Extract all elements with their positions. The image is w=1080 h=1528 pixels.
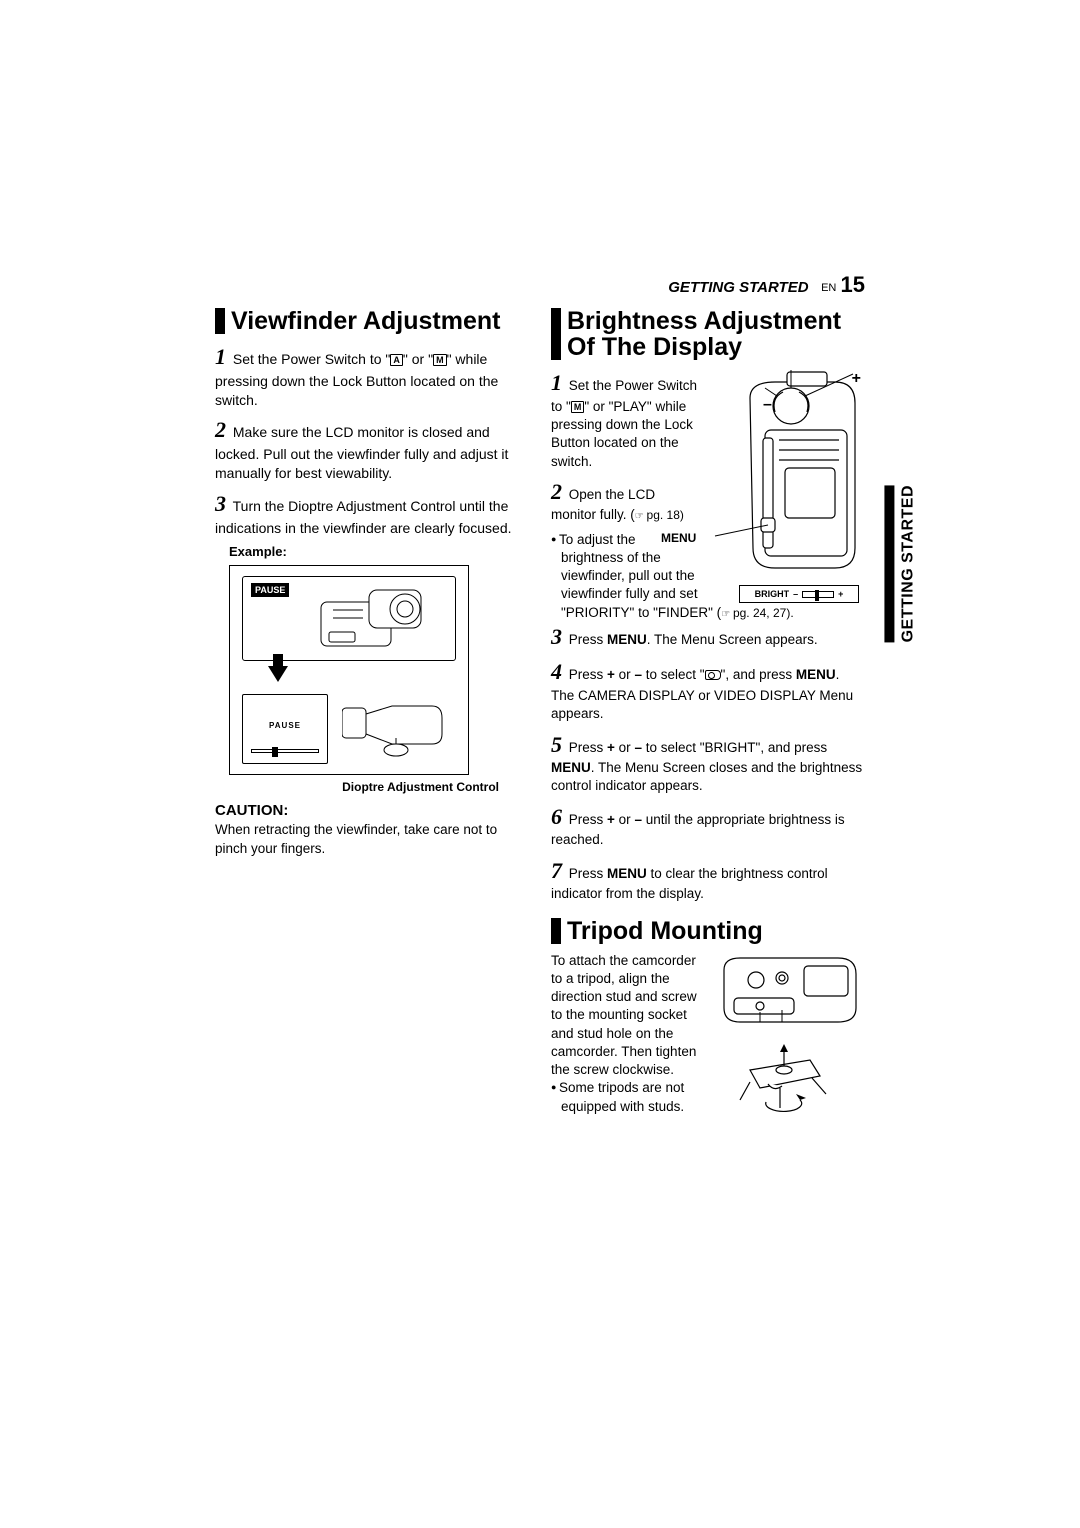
- brightness-illustration: + – MENU: [705, 368, 865, 603]
- tripod-illustration: [710, 952, 865, 1127]
- caution-label: CAUTION:: [215, 801, 529, 821]
- page-header: GETTING STARTED EN 15: [215, 270, 865, 300]
- example-label: Example:: [229, 543, 529, 561]
- section-name: GETTING STARTED: [668, 279, 808, 296]
- right-column: Brightness Adjustment Of The Display + –…: [551, 308, 865, 1127]
- pause-badge: PAUSE: [251, 583, 289, 597]
- dioptre-caption: Dioptre Adjustment Control: [215, 779, 529, 795]
- eyepiece-icon: [342, 688, 452, 760]
- brightness-step-6: 6 Press + or – until the appropriate bri…: [551, 802, 865, 850]
- viewfinder-screen: PAUSE: [242, 694, 328, 764]
- menu-label: MENU: [661, 530, 696, 546]
- brightness-step-5: 5 Press + or – to select "BRIGHT", and p…: [551, 730, 865, 796]
- brightness-step-7: 7 Press MENU to clear the brightness con…: [551, 856, 865, 904]
- tripod-title: Tripod Mounting: [551, 918, 865, 944]
- camera-icon: [705, 670, 721, 680]
- lang-code: EN: [821, 282, 836, 294]
- brightness-title: Brightness Adjustment Of The Display: [551, 308, 865, 361]
- page-number: 15: [841, 272, 865, 297]
- plus-label: +: [852, 368, 861, 390]
- viewfinder-title: Viewfinder Adjustment: [215, 308, 529, 334]
- caution-text: When retracting the viewfinder, take car…: [215, 821, 529, 857]
- viewfinder-step-2: 2 Make sure the LCD monitor is closed an…: [215, 415, 529, 482]
- camcorder-icon: [319, 584, 429, 654]
- arrow-down-icon: [268, 666, 288, 682]
- brightness-step-3: 3 Press MENU. The Menu Screen appears.: [551, 622, 865, 652]
- viewfinder-step-3: 3 Turn the Dioptre Adjustment Control un…: [215, 489, 529, 538]
- brightness-step-4: 4 Press + or – to select "", and press M…: [551, 657, 865, 723]
- minus-label: –: [763, 394, 772, 416]
- left-column: Viewfinder Adjustment 1 Set the Power Sw…: [215, 308, 529, 1127]
- example-illustration: PAUSE PAUSE: [229, 565, 469, 775]
- bright-indicator: BRIGHT –+: [739, 585, 859, 603]
- camcorder-side-icon: [705, 368, 865, 583]
- viewfinder-step-1: 1 Set the Power Switch to "A" or "M" whi…: [215, 342, 529, 409]
- side-tab: GETTING STARTED: [884, 485, 919, 642]
